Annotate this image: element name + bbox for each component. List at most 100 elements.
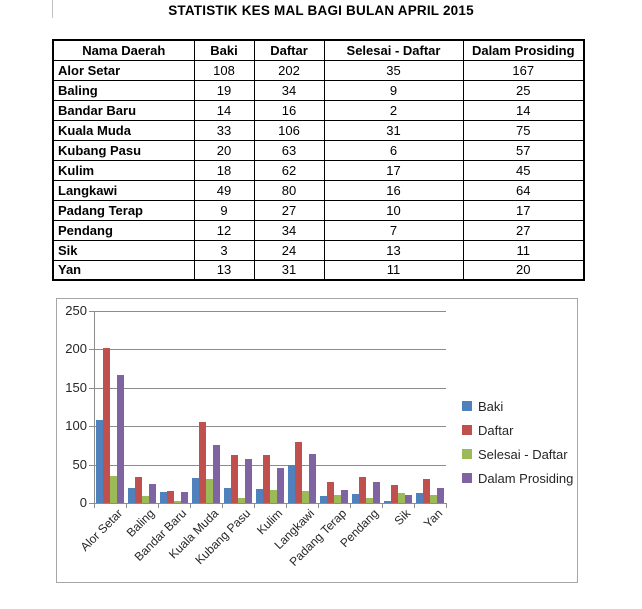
daerah-cell: Alor Setar: [52, 59, 195, 81]
value-cell: 2: [323, 99, 464, 121]
y-axis-label: 250: [65, 303, 87, 318]
y-tick-mark: [89, 503, 94, 504]
bar-baki-5: [256, 489, 263, 503]
bar-daftar-8: [359, 477, 366, 503]
legend-label: Baki: [478, 398, 504, 414]
value-cell: 20: [193, 139, 255, 161]
bar-baki-4: [224, 488, 231, 503]
value-cell: 11: [323, 259, 464, 281]
bar-dalamprosiding-3: [213, 445, 220, 503]
bar-baki-9: [384, 501, 391, 503]
gridline: [94, 426, 446, 427]
daerah-cell: Yan: [52, 259, 195, 281]
column-header-0: Nama Daerah: [52, 39, 195, 61]
y-axis-label: 150: [65, 380, 87, 395]
x-tick-mark: [286, 503, 287, 508]
bar-dalamprosiding-1: [149, 484, 156, 503]
daerah-cell: Baling: [52, 79, 195, 101]
daerah-cell: Padang Terap: [52, 199, 195, 221]
bar-daftar-2: [167, 491, 174, 503]
bar-daftar-6: [295, 442, 302, 503]
daerah-cell: Sik: [52, 239, 195, 261]
column-header-3: Selesai - Daftar: [323, 39, 464, 61]
table-row: Baling 19 34 9 25: [52, 79, 585, 101]
chart-legend: Baki Daftar Selesai - Daftar Dalam Prosidin…: [462, 399, 573, 495]
bar-baki-1: [128, 488, 135, 503]
value-cell: 34: [253, 79, 325, 101]
bar-daftar-9: [391, 485, 398, 503]
bar-daftar-4: [231, 455, 238, 503]
daerah-cell: Kulim: [52, 159, 195, 181]
legend-label: Dalam Prosiding: [478, 470, 574, 486]
bar-baki-2: [160, 492, 167, 503]
bar-dalamprosiding-5: [277, 468, 284, 503]
bar-selesai-daftar-5: [270, 490, 277, 503]
value-cell: 62: [253, 159, 325, 181]
y-tick-mark: [89, 349, 94, 350]
value-cell: 34: [253, 219, 325, 241]
page-title: STATISTIK KES MAL BAGI BULAN APRIL 2015: [168, 3, 474, 18]
bar-selesai-daftar-8: [366, 498, 373, 503]
value-cell: 16: [323, 179, 464, 201]
y-axis-label: 0: [79, 495, 87, 510]
x-tick-mark: [126, 503, 127, 508]
value-cell: 202: [253, 59, 325, 81]
bar-chart: 0 50 100 150 200 250 Alor Setar Baling Bandar Ba…: [56, 298, 578, 583]
value-cell: 16: [253, 99, 325, 121]
value-cell: 14: [193, 99, 255, 121]
daerah-cell: Bandar Baru: [52, 99, 195, 121]
bar-selesai-daftar-1: [142, 496, 149, 503]
value-cell: 49: [193, 179, 255, 201]
bar-dalamprosiding-7: [341, 490, 348, 503]
bar-daftar-5: [263, 455, 270, 503]
y-axis-label: 50: [72, 457, 87, 472]
x-tick-mark: [254, 503, 255, 508]
value-cell: 35: [323, 59, 464, 81]
bar-selesai-daftar-10: [430, 495, 437, 503]
table-row: Kubang Pasu 20 63 6 57: [52, 139, 585, 161]
bar-selesai-daftar-6: [302, 491, 309, 503]
bar-selesai-daftar-3: [206, 479, 213, 503]
bar-baki-0: [96, 420, 103, 503]
y-tick-mark: [89, 426, 94, 427]
value-cell: 25: [462, 79, 585, 101]
x-tick-mark: [190, 503, 191, 508]
daerah-cell: Langkawi: [52, 179, 195, 201]
value-cell: 57: [462, 139, 585, 161]
bar-baki-8: [352, 494, 359, 503]
value-cell: 12: [193, 219, 255, 241]
bar-baki-10: [416, 493, 423, 503]
value-cell: 19: [193, 79, 255, 101]
bar-dalamprosiding-6: [309, 454, 316, 503]
value-cell: 9: [323, 79, 464, 101]
value-cell: 108: [193, 59, 255, 81]
value-cell: 11: [462, 239, 585, 261]
daerah-cell: Kubang Pasu: [52, 139, 195, 161]
daerah-cell: Kuala Muda: [52, 119, 195, 141]
bar-selesai-daftar-4: [238, 498, 245, 503]
value-cell: 13: [193, 259, 255, 281]
x-tick-mark: [350, 503, 351, 508]
y-axis-line: [94, 311, 95, 504]
table-row: Kuala Muda 33 106 31 75: [52, 119, 585, 141]
bar-dalamprosiding-4: [245, 459, 252, 503]
value-cell: 13: [323, 239, 464, 261]
bar-selesai-daftar-7: [334, 495, 341, 503]
gridline: [94, 349, 446, 350]
legend-swatch: [462, 449, 472, 459]
value-cell: 18: [193, 159, 255, 181]
daerah-cell: Pendang: [52, 219, 195, 241]
table-row: Bandar Baru 14 16 2 14: [52, 99, 585, 121]
value-cell: 167: [462, 59, 585, 81]
table-row: Padang Terap 9 27 10 17: [52, 199, 585, 221]
bar-daftar-3: [199, 422, 206, 503]
bar-dalamprosiding-9: [405, 495, 412, 503]
page-margin-line: [52, 0, 53, 18]
bar-dalamprosiding-2: [181, 492, 188, 503]
table-row: Alor Setar 108 202 35 167: [52, 59, 585, 81]
table-row: Pendang 12 34 7 27: [52, 219, 585, 241]
bar-selesai-daftar-9: [398, 493, 405, 503]
bar-dalamprosiding-10: [437, 488, 444, 503]
legend-item: Daftar: [462, 423, 573, 438]
